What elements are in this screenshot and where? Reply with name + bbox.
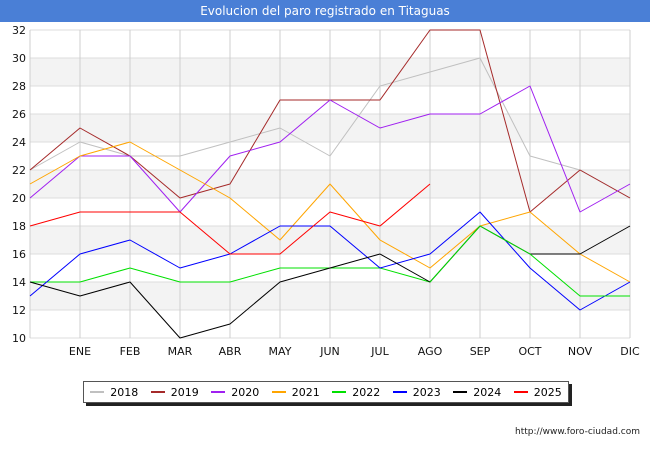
x-tick-label: AGO [418, 345, 443, 358]
legend-swatch [453, 391, 468, 393]
legend-swatch [271, 391, 286, 393]
x-tick-label: DIC [620, 345, 640, 358]
y-tick-label: 24 [12, 136, 26, 149]
x-axis-ticks: ENE FEB MAR ABR MAY JUN JUL AGO SEP OCT NOV DIC [69, 345, 640, 358]
legend-item: 2023 [392, 385, 441, 399]
legend-label: 2021 [291, 385, 320, 399]
y-tick-label: 22 [12, 164, 26, 177]
legend-label: 2022 [352, 385, 381, 399]
legend-label: 2020 [231, 385, 260, 399]
x-tick-label: JUL [370, 345, 389, 358]
legend-item: 2020 [211, 386, 259, 399]
legend-label: 2019 [170, 385, 199, 399]
y-tick-label: 20 [12, 192, 26, 205]
legend-swatch [513, 391, 528, 393]
y-tick-label: 12 [12, 304, 26, 317]
legend-item: 2018 [90, 386, 138, 399]
legend-item: 2024 [453, 386, 501, 399]
legend-item: 2022 [332, 386, 380, 399]
x-tick-label: OCT [518, 345, 541, 358]
legend-item: 2019 [150, 385, 199, 399]
legend: 2018 2019 2020 2021 2022 2023 2024 2025 [83, 381, 569, 403]
legend-swatch [150, 391, 165, 393]
x-tick-label: SEP [470, 345, 491, 358]
y-tick-label: 30 [12, 52, 26, 65]
x-tick-label: FEB [120, 345, 141, 358]
series-line-2022 [429, 225, 630, 297]
series-line-2023 [29, 211, 631, 311]
legend-label: 2024 [473, 385, 502, 399]
legend-swatch [392, 391, 407, 393]
y-axis-ticks: 10 12 14 16 18 20 22 24 26 28 30 32 [12, 24, 26, 345]
series-line-2020 [29, 85, 631, 213]
legend-item: 2021 [271, 385, 320, 399]
legend-label: 2023 [412, 385, 441, 399]
series-lines [29, 29, 631, 339]
legend-label: 2018 [110, 385, 139, 399]
x-tick-label: MAR [168, 345, 193, 358]
y-tick-label: 14 [12, 276, 26, 289]
x-tick-label: ABR [219, 345, 242, 358]
legend-label: 2025 [533, 385, 562, 399]
y-tick-label: 28 [12, 80, 26, 93]
y-tick-label: 10 [12, 332, 26, 345]
chart-title: Evolucion del paro registrado en Titagua… [0, 0, 650, 22]
x-tick-label: MAY [269, 345, 292, 358]
series-line-2022 [30, 267, 431, 283]
series-line-2025 [29, 183, 431, 255]
grid-lines [29, 29, 631, 339]
legend-swatch [332, 391, 347, 393]
legend-item: 2025 [513, 385, 562, 399]
x-tick-label: NOV [568, 345, 593, 358]
legend-swatch [211, 391, 226, 393]
x-tick-label: JUN [319, 345, 340, 358]
y-tick-label: 26 [12, 108, 26, 121]
y-tick-label: 16 [12, 248, 26, 261]
y-tick-label: 18 [12, 220, 26, 233]
series-line-2021 [29, 141, 631, 283]
legend-swatch [90, 391, 105, 393]
x-tick-label: ENE [69, 345, 91, 358]
y-tick-label: 32 [12, 24, 26, 37]
source-url: http://www.foro-ciudad.com [515, 427, 640, 437]
